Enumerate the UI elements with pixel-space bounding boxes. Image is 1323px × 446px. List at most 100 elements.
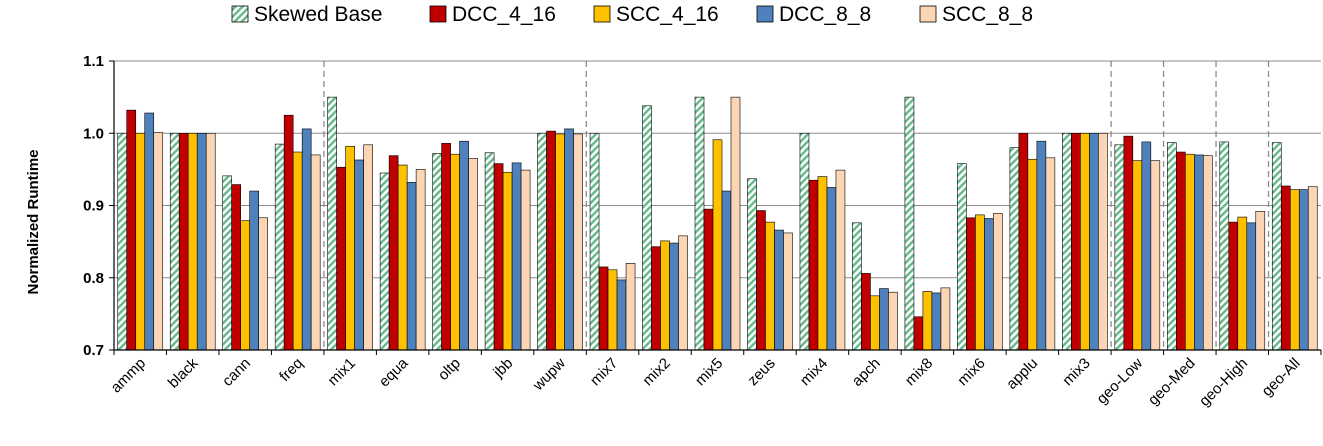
bar-scc-8-8-mix7 <box>625 262 636 351</box>
x-tick-label: jbb <box>490 355 517 382</box>
bar-skewed-base-jbb <box>484 152 495 351</box>
x-tick-labels: ammp black cann freq mix1 equa oltp jbb wupw mix7… <box>108 354 1304 410</box>
y-tick-label: 1.0 <box>83 125 104 142</box>
x-tick-label: ammp <box>108 355 149 396</box>
bar-dcc-8-8-mix1 <box>354 159 364 351</box>
bar-dcc-8-8-wupw <box>564 128 574 351</box>
bar-scc-4-16-mix6 <box>975 214 985 351</box>
y-tick-labels: 0.7 0.8 0.9 1.0 1.1 <box>83 53 104 359</box>
bar-scc-4-16-applu <box>1027 158 1038 351</box>
legend-swatch <box>919 5 937 23</box>
bar-skewed-base-mix6 <box>957 163 967 351</box>
bar-dcc-4-16-mix6 <box>966 217 976 351</box>
bar-dcc-8-8-ammp <box>144 112 155 351</box>
x-tick-label: mix4 <box>797 355 831 389</box>
x-tick-label: apch <box>849 355 884 390</box>
x-tick-label: geo-High <box>1196 355 1251 410</box>
x-tick-label: mix7 <box>587 355 621 389</box>
bar-skewed-base-apch <box>852 222 862 351</box>
x-tick-label: zeus <box>744 355 778 389</box>
bar-scc-4-16-apch <box>870 295 880 351</box>
bar-dcc-8-8-zeus <box>774 229 784 351</box>
bar-dcc-4-16-mix7 <box>598 266 609 351</box>
bar-dcc-4-16-freq <box>283 114 294 351</box>
bar-skewed-base-mix5 <box>694 96 705 351</box>
x-tick-label: mix2 <box>639 355 673 389</box>
bar-scc-4-16-cann <box>240 220 250 351</box>
legend-label: Skewed Base <box>254 3 382 26</box>
bar-dcc-4-16-mix2 <box>651 246 661 351</box>
bar-dcc-4-16-mix1 <box>336 166 346 351</box>
bar-scc-8-8-equa <box>415 169 426 351</box>
x-tick-label: applu <box>1003 355 1041 393</box>
bar-scc-8-8-geo-high <box>1255 210 1266 351</box>
bar-scc-8-8-oltp <box>468 158 478 351</box>
x-tick-label: black <box>165 354 202 391</box>
bar-dcc-8-8-geo-all <box>1298 189 1309 351</box>
bar-dcc-8-8-mix5 <box>721 190 732 351</box>
bar-scc-4-16-zeus <box>765 221 775 351</box>
bar-dcc-4-16-geo-all <box>1280 185 1291 351</box>
bar-skewed-base-geo-med <box>1167 142 1177 351</box>
bar-scc-4-16-oltp <box>450 153 460 351</box>
y-tick-label: 1.1 <box>83 53 104 70</box>
bar-dcc-8-8-mix2 <box>669 242 679 351</box>
bar-dcc-4-16-oltp <box>441 143 451 351</box>
y-tick-label: 0.7 <box>83 342 104 359</box>
bar-dcc-4-16-equa <box>388 155 399 351</box>
bar-scc-4-16-mix3 <box>1080 132 1090 351</box>
bar-dcc-4-16-zeus <box>756 210 766 351</box>
bar-scc-4-16-wupw <box>555 133 565 351</box>
y-axis-label: Normalized Runtime <box>25 149 42 294</box>
legend-swatch <box>593 5 611 23</box>
bar-dcc-8-8-geo-high <box>1246 222 1257 351</box>
bar-scc-4-16-geo-all <box>1289 189 1300 351</box>
group-separators <box>323 61 1270 350</box>
bar-dcc-4-16-mix3 <box>1071 132 1081 351</box>
bar-dcc-4-16-mix4 <box>808 179 819 351</box>
x-tick-label: geo-Med <box>1145 355 1199 409</box>
x-tick-label: geo-Low <box>1093 355 1146 408</box>
bar-dcc-8-8-oltp <box>459 140 469 351</box>
bar-scc-8-8-black <box>205 132 216 351</box>
bar-skewed-base-geo-all <box>1271 142 1282 351</box>
bar-dcc-4-16-mix5 <box>703 208 714 351</box>
bar-skewed-base-mix4 <box>799 132 810 351</box>
x-tick-label: cann <box>219 355 254 390</box>
x-tick-label: oltp <box>435 355 464 384</box>
bar-dcc-8-8-mix7 <box>616 279 627 351</box>
bar-dcc-8-8-equa <box>406 182 417 351</box>
bar-dcc-4-16-apch <box>861 273 871 351</box>
bar-dcc-4-16-geo-med <box>1176 151 1186 351</box>
bars <box>117 96 1318 351</box>
bar-scc-4-16-mix8 <box>922 291 933 351</box>
axes <box>109 60 1322 355</box>
bar-scc-8-8-geo-med <box>1203 155 1213 351</box>
bar-scc-8-8-mix1 <box>363 144 373 351</box>
bar-dcc-8-8-apch <box>879 288 889 351</box>
bar-scc-4-16-freq <box>292 151 303 351</box>
bar-dcc-8-8-geo-med <box>1194 154 1204 351</box>
y-tick-label: 0.9 <box>83 198 104 215</box>
legend-label: SCC_8_8 <box>942 3 1033 26</box>
bar-skewed-base-mix3 <box>1062 132 1072 351</box>
bar-dcc-4-16-wupw <box>546 130 556 351</box>
x-tick-label: geo-All <box>1259 355 1304 400</box>
bar-dcc-8-8-geo-low <box>1141 141 1152 351</box>
bar-dcc-4-16-jbb <box>493 163 504 351</box>
bar-skewed-base-black <box>169 132 180 351</box>
bar-skewed-base-equa <box>379 172 390 351</box>
bar-skewed-base-mix7 <box>589 132 600 351</box>
bar-dcc-4-16-mix8 <box>913 316 924 351</box>
bar-scc-8-8-ammp <box>153 132 164 351</box>
bar-scc-4-16-mix4 <box>817 176 828 351</box>
bar-scc-4-16-mix2 <box>660 240 670 351</box>
bar-scc-4-16-ammp <box>135 132 146 351</box>
legend-label: SCC_4_16 <box>616 3 719 26</box>
legend-label: DCC_4_16 <box>452 3 556 26</box>
bar-dcc-4-16-black <box>178 132 189 351</box>
legend-swatch <box>429 5 447 23</box>
bar-skewed-base-cann <box>222 175 232 351</box>
bar-dcc-4-16-cann <box>231 184 241 351</box>
